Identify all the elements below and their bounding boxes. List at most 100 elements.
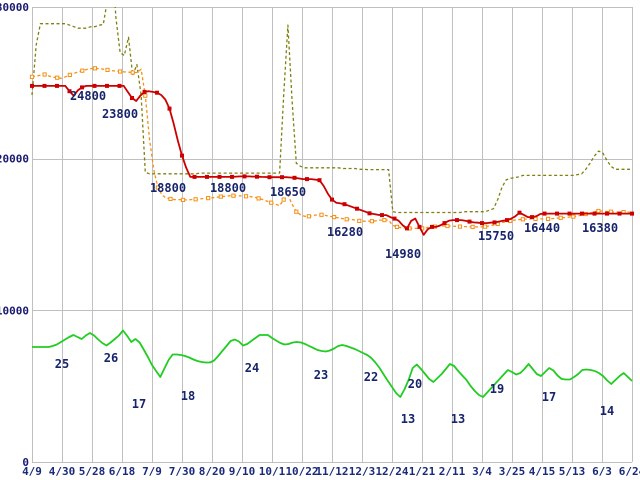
series-marker-orange-band: [231, 193, 236, 198]
x-axis-tick-label: 6/3: [592, 465, 612, 478]
series-marker-price: [592, 211, 597, 216]
series-marker-price: [42, 83, 47, 88]
series-marker-price: [30, 83, 34, 88]
series-marker-orange-band: [457, 224, 463, 229]
point-value-label: 24800: [70, 89, 106, 103]
point-value-label: 24: [245, 361, 259, 375]
series-marker-orange-band: [520, 217, 525, 222]
series-marker-orange-band: [332, 215, 337, 220]
x-axis-tick-label: 5/28: [79, 465, 106, 478]
series-marker-price: [617, 211, 622, 216]
x-axis-tick-label: 6/24: [619, 465, 640, 478]
point-value-label: 13: [401, 412, 415, 426]
series-marker-orange-band: [180, 197, 186, 203]
point-value-label: 18800: [210, 181, 246, 195]
x-axis-tick-label: 10/22: [285, 465, 318, 478]
point-value-label: 16440: [524, 221, 560, 235]
series-marker-orange-band: [130, 70, 135, 75]
series-marker-price: [605, 211, 609, 216]
series-marker-orange-band: [206, 196, 211, 201]
series-marker-price: [280, 175, 284, 180]
series-marker-orange-band: [596, 208, 601, 214]
data-point-labels: 24800 23800 18800 18800 18650 16280 14980 15750…: [55, 89, 618, 426]
x-axis-tick-label: 2/11: [439, 465, 466, 478]
series-marker-orange-band: [281, 197, 286, 202]
series-marker-price: [217, 174, 222, 179]
point-value-label: 18800: [150, 181, 186, 195]
series-marker-orange-band: [445, 223, 450, 229]
series-marker-orange-band: [67, 72, 72, 78]
series-marker-price: [142, 89, 147, 94]
point-value-label: 20: [408, 377, 422, 391]
point-value-label: 16280: [327, 225, 363, 239]
series-marker-price: [105, 83, 109, 88]
point-value-label: 16380: [582, 221, 618, 235]
series-marker-price: [317, 178, 322, 183]
x-axis-tick-label: 11/12: [315, 465, 348, 478]
series-marker-orange-band: [193, 197, 198, 202]
series-marker-orange-band: [558, 215, 563, 220]
point-value-label: 17: [132, 397, 146, 411]
series-marker-orange-band: [80, 68, 85, 73]
series-marker-price: [505, 218, 509, 223]
x-axis-tick-label: 4/9: [22, 465, 42, 478]
series-line-volume-index: [32, 329, 633, 398]
x-axis-ticks: 4/9 4/30 5/28 6/18 7/9 7/30 8/20 9/10 10/1 10/221…: [22, 465, 640, 478]
series-marker-price: [305, 177, 309, 182]
series-marker-price: [67, 89, 72, 94]
series-marker-orange-band: [105, 67, 110, 73]
point-value-label: 18: [181, 389, 195, 403]
series-marker-price: [255, 174, 259, 179]
point-value-label: 26: [104, 351, 118, 365]
point-value-label: 18650: [270, 185, 306, 199]
x-axis-tick-label: 5/13: [559, 465, 586, 478]
series-marker-orange-band: [470, 224, 475, 230]
point-value-label: 25: [55, 357, 69, 371]
series-marker-price: [242, 174, 247, 179]
series-marker-price: [92, 83, 97, 88]
point-value-label: 19: [490, 382, 504, 396]
point-value-label: 14980: [385, 247, 421, 261]
series-marker-price: [392, 216, 397, 221]
point-value-label: 22: [364, 370, 378, 384]
series-marker-orange-band: [155, 185, 161, 190]
series-marker-price: [180, 153, 184, 158]
series-marker-orange-band: [118, 69, 123, 74]
series-marker-price: [330, 197, 334, 202]
series-marker-price: [417, 224, 422, 229]
series-marker-price: [542, 211, 547, 216]
series-marker-orange-band: [256, 196, 261, 201]
series-marker-orange-band: [357, 218, 362, 224]
series-marker-price: [530, 215, 534, 220]
series-marker-orange-band: [394, 224, 400, 230]
x-axis-tick-label: 7/30: [169, 465, 196, 478]
point-value-label: 14: [600, 404, 614, 418]
series-marker-orange-band: [306, 214, 311, 219]
y-axis-tick-label: 20000: [0, 153, 29, 166]
series-marker-price: [192, 174, 197, 179]
series-marker-price: [405, 226, 409, 231]
x-axis-tick-label: 7/9: [142, 465, 162, 478]
y-axis-tick-label: 0: [22, 456, 29, 469]
series-marker-price: [467, 219, 472, 224]
series-marker-orange-band: [92, 66, 98, 71]
series-marker-price: [380, 213, 384, 218]
point-value-label: 23: [314, 368, 328, 382]
series-marker-price: [455, 218, 459, 223]
series-marker-price: [430, 224, 434, 229]
y-axis-tick-label: 30000: [0, 1, 29, 14]
x-axis-tick-label: 12/24: [375, 465, 408, 478]
series-marker-price: [205, 174, 209, 179]
x-axis-tick-label: 6/18: [109, 465, 136, 478]
x-axis-tick-label: 12/3: [349, 465, 376, 478]
data-series-group: [29, 7, 634, 398]
y-axis-ticks: 0 10000 20000 30000: [0, 1, 29, 469]
point-value-label: 15750: [478, 229, 514, 243]
series-marker-price: [117, 83, 122, 88]
point-value-label: 23800: [102, 107, 138, 121]
series-marker-orange-band: [344, 217, 349, 222]
x-axis-tick-label: 8/20: [199, 465, 226, 478]
series-marker-price: [442, 221, 447, 226]
series-marker-orange-band: [571, 214, 576, 219]
